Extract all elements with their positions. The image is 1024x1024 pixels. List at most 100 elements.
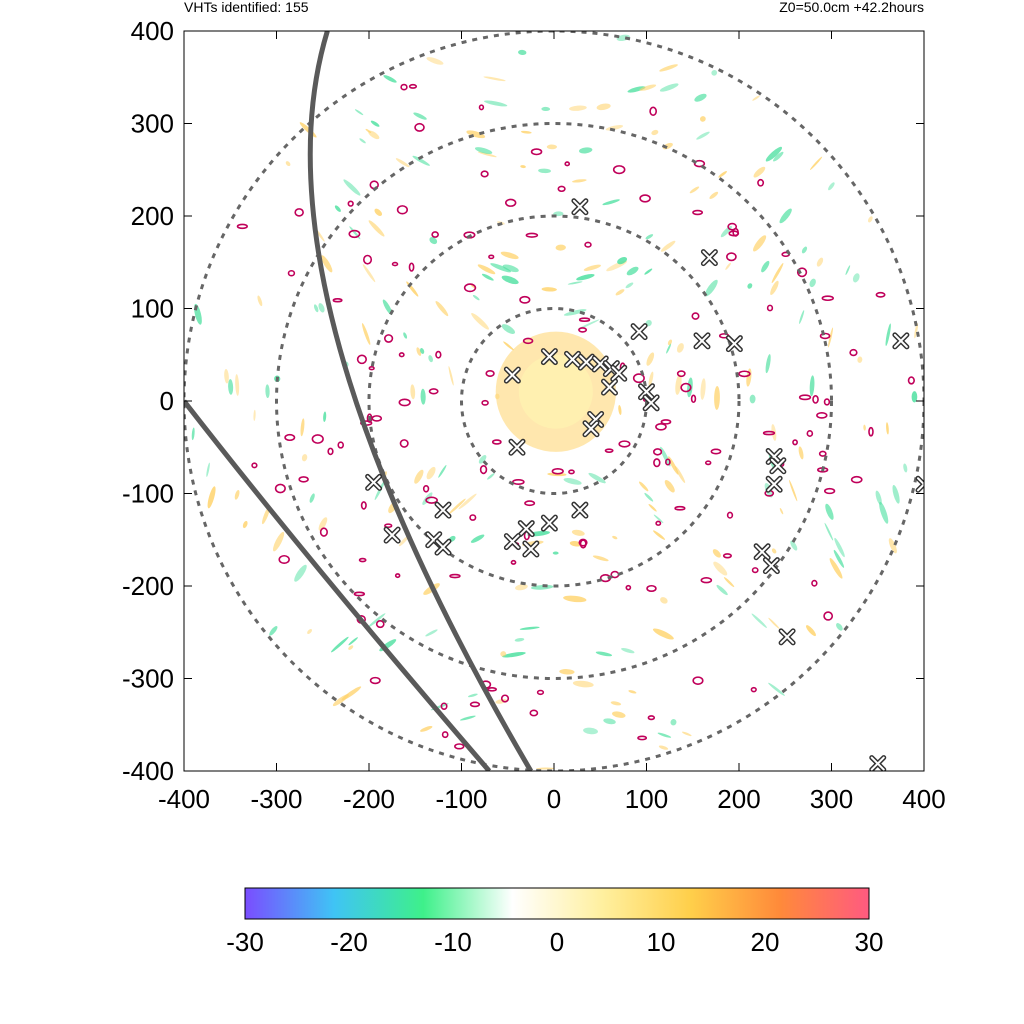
contour xyxy=(652,448,663,456)
vht-marker xyxy=(693,332,711,350)
field-blob xyxy=(478,455,487,464)
contour xyxy=(441,731,449,739)
contour xyxy=(676,370,686,378)
field-blob xyxy=(563,478,582,485)
contour xyxy=(236,223,248,230)
contour xyxy=(692,676,704,685)
contour xyxy=(816,412,828,419)
vht-marker xyxy=(503,533,521,551)
storm-tracks xyxy=(184,31,534,771)
field-blob xyxy=(768,617,780,630)
field-blob xyxy=(414,469,424,484)
field-blob xyxy=(577,319,600,330)
field-blob xyxy=(374,208,383,216)
track-line xyxy=(307,31,534,771)
field-blob xyxy=(612,535,618,540)
field-blob xyxy=(273,531,285,552)
contour xyxy=(812,395,819,404)
contour xyxy=(649,106,658,117)
vht-marker xyxy=(762,557,780,575)
contour xyxy=(319,527,328,537)
field-blob xyxy=(602,199,620,206)
contour xyxy=(348,229,361,239)
field-blob xyxy=(300,418,305,437)
field-blob xyxy=(645,234,654,240)
contour xyxy=(278,554,290,564)
field-blob xyxy=(420,348,425,354)
field-blob xyxy=(867,216,873,223)
field-blob xyxy=(660,597,668,604)
field-blob xyxy=(648,503,657,512)
x-tick-label: -300 xyxy=(250,784,302,814)
field-blob xyxy=(824,522,834,541)
colorbar-tick-label: -30 xyxy=(226,927,264,957)
contour xyxy=(522,337,534,345)
x-tick-label: 200 xyxy=(717,784,760,814)
field-blob xyxy=(888,538,897,554)
field-blob xyxy=(711,70,718,76)
contour xyxy=(500,694,510,703)
contour xyxy=(750,686,757,693)
field-blob xyxy=(318,303,325,313)
field-blob xyxy=(751,613,767,628)
field-blob xyxy=(852,273,860,283)
field-blob xyxy=(576,273,595,281)
field-blob xyxy=(725,262,731,270)
vht-marker xyxy=(769,457,787,475)
vht-marker xyxy=(522,540,540,558)
contour xyxy=(578,327,588,333)
field-blob xyxy=(652,628,674,640)
contour xyxy=(557,185,566,193)
field-blob xyxy=(458,493,477,510)
vht-marker xyxy=(869,755,887,771)
field-blob xyxy=(753,235,767,252)
y-tick-label: -400 xyxy=(122,756,174,786)
field-blob xyxy=(666,343,672,354)
vht-marker xyxy=(765,475,783,493)
field-blob xyxy=(799,310,805,324)
contour xyxy=(680,382,692,393)
vht-marker xyxy=(638,383,655,401)
vht-marker xyxy=(725,335,743,353)
contour xyxy=(332,297,343,303)
field-blob xyxy=(836,623,843,631)
contour xyxy=(674,505,686,511)
field-layer xyxy=(191,34,919,770)
field-blob xyxy=(694,93,707,102)
field-blob xyxy=(825,503,834,520)
contour xyxy=(811,579,818,587)
field-blob xyxy=(617,256,628,265)
field-blob xyxy=(541,106,551,112)
range-ring xyxy=(367,214,741,588)
field-blob xyxy=(438,465,447,478)
field-blob xyxy=(368,130,380,140)
contour xyxy=(612,165,626,175)
y-tick-label: 100 xyxy=(131,294,174,324)
contour xyxy=(578,317,591,323)
contour xyxy=(536,689,545,696)
y-tick-label: -300 xyxy=(122,664,174,694)
contour xyxy=(726,252,737,262)
field-blob xyxy=(367,613,386,628)
field-blob xyxy=(863,424,866,431)
field-blob xyxy=(559,669,575,675)
vht-marker xyxy=(434,501,452,519)
field-blob xyxy=(501,324,516,334)
field-blob xyxy=(670,719,677,726)
field-blob xyxy=(659,64,678,72)
contour xyxy=(449,573,461,579)
field-blob xyxy=(752,95,760,101)
colorbar-tick-label: 0 xyxy=(550,927,564,957)
field-blob xyxy=(639,84,657,91)
field-blob xyxy=(828,182,835,191)
contour xyxy=(618,440,631,448)
field-blob xyxy=(660,240,676,252)
colorbar: -30 -20 -10 0 10 20 30 xyxy=(226,887,883,957)
field-blob xyxy=(914,323,919,339)
field-blob xyxy=(646,352,655,366)
contour xyxy=(425,496,438,504)
contour xyxy=(487,687,497,692)
contour xyxy=(369,676,381,685)
field-blob xyxy=(382,299,393,315)
field-blob xyxy=(563,595,587,603)
